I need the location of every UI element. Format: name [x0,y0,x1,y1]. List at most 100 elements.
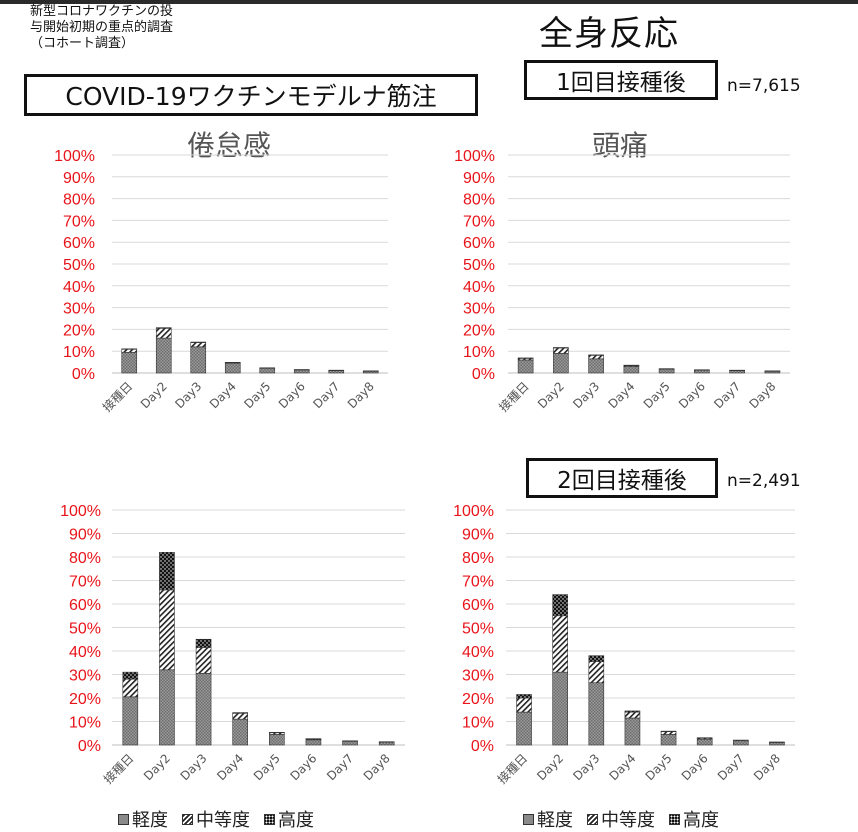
y-tick-label: 60% [63,235,95,252]
x-tick-label: Day8 [345,379,377,411]
bar-segment-mild [588,682,605,746]
bar-segment-mild [159,669,175,746]
x-tick-label: Day8 [361,751,393,783]
legend-swatch-moderate [587,813,598,825]
y-tick-label: 70% [463,213,495,230]
y-tick-label: 50% [463,257,495,274]
bar-segment-mild [342,740,358,746]
bar-segment-severe [517,357,534,359]
headache-title: 頭痛 [592,129,649,162]
bar-segment-severe [623,364,640,366]
x-tick-label: Day6 [679,751,711,783]
bar-segment-severe [232,712,248,714]
x-tick-label: Day3 [570,751,602,783]
bar-segment-moderate [694,369,710,371]
y-tick-label: 70% [63,213,95,230]
x-tick-label: Day4 [606,751,638,783]
x-tick-label: Day7 [715,751,747,783]
y-tick-label: 70% [69,574,101,591]
x-tick-label: Day8 [751,751,783,783]
bar-segment-severe [224,362,241,364]
legend-item-moderate: 中等度 [587,806,655,832]
y-tick-label: 90% [463,170,495,187]
bar-segment-mild [624,717,641,746]
y-tick-label: 50% [69,621,101,638]
bar-segment-moderate [764,370,781,372]
y-tick-label: 0% [471,738,494,755]
dose1-sample-size: n=7,615 [727,76,801,96]
y-tick-label: 90% [63,170,95,187]
bar-segment-severe [696,737,713,739]
legend-label: 高度 [278,810,314,831]
bar-segment-mild [121,351,138,374]
bar-segment-mild [769,742,785,746]
bar-segment-severe [553,347,569,349]
legend-item-mild: 軽度 [118,806,168,832]
bar-segment-moderate [122,678,139,698]
bar-segment-mild [378,741,395,746]
bar-segment-severe [195,638,212,648]
bar-segment-moderate [769,741,785,743]
legend-swatch-mild [118,813,129,825]
bar-segment-mild [516,711,532,746]
x-tick-label: Day4 [214,751,246,783]
x-tick-label: Day6 [287,751,319,783]
bar-segment-severe [516,694,532,699]
x-tick-label: Day6 [276,379,308,411]
y-tick-label: 70% [462,574,494,591]
x-tick-label: Day4 [605,379,637,411]
bar-segment-mild [588,358,604,374]
bar-segment-moderate [342,740,358,742]
y-tick-label: 90% [69,527,101,544]
x-tick-label: 接種日 [494,751,530,787]
y-tick-label: 40% [63,279,95,296]
bar-segment-severe [269,732,285,734]
y-tick-label: 20% [463,322,495,339]
x-tick-label: Day5 [641,379,673,411]
bar-segment-moderate [552,615,568,673]
bar-segment-severe [660,730,677,732]
legend-label: 高度 [683,810,719,831]
bar-segment-mild [733,740,749,746]
x-tick-label: 接種日 [496,379,532,415]
x-tick-label: Day6 [676,379,708,411]
y-tick-label: 20% [69,691,101,708]
bar-segment-mild [552,671,568,746]
x-tick-label: Day3 [570,379,602,411]
bar-segment-severe [122,671,139,680]
y-tick-label: 100% [454,148,495,165]
y-tick-label: 100% [453,503,494,520]
bar-segment-mild [623,366,640,374]
x-tick-label: 接種日 [100,751,136,787]
y-tick-label: 30% [63,301,95,318]
bar-segment-severe [552,594,568,617]
bar-segment-moderate [588,661,605,684]
y-tick-label: 0% [72,366,95,383]
bar-segment-moderate [378,741,395,743]
y-tick-label: 10% [69,715,101,732]
y-tick-label: 60% [462,597,494,614]
y-tick-label: 10% [463,344,495,361]
bar-segment-mild [269,734,285,746]
y-tick-label: 80% [69,550,101,567]
bar-segment-moderate [733,739,749,742]
bar-segment-moderate [660,731,677,735]
y-tick-label: 10% [462,715,494,732]
y-tick-label: 10% [63,344,95,361]
bar-segment-severe [588,655,605,662]
dose2-label-box: 2回目接種後 [526,458,718,498]
bar-segment-severe [624,710,641,713]
x-tick-label: Day4 [207,379,239,411]
bar-segment-mild [224,362,241,374]
bar-segment-moderate [190,342,207,348]
legend-swatch-mild [523,813,534,825]
legend-item-mild: 軽度 [523,806,573,832]
y-tick-label: 20% [462,691,494,708]
legend-label: 軽度 [132,810,168,831]
x-tick-label: Day8 [746,379,778,411]
x-tick-label: Day2 [535,379,567,411]
dose2-sample-size: n=2,491 [727,471,801,491]
bar-segment-moderate [624,711,641,719]
bar-segment-moderate [553,347,569,354]
